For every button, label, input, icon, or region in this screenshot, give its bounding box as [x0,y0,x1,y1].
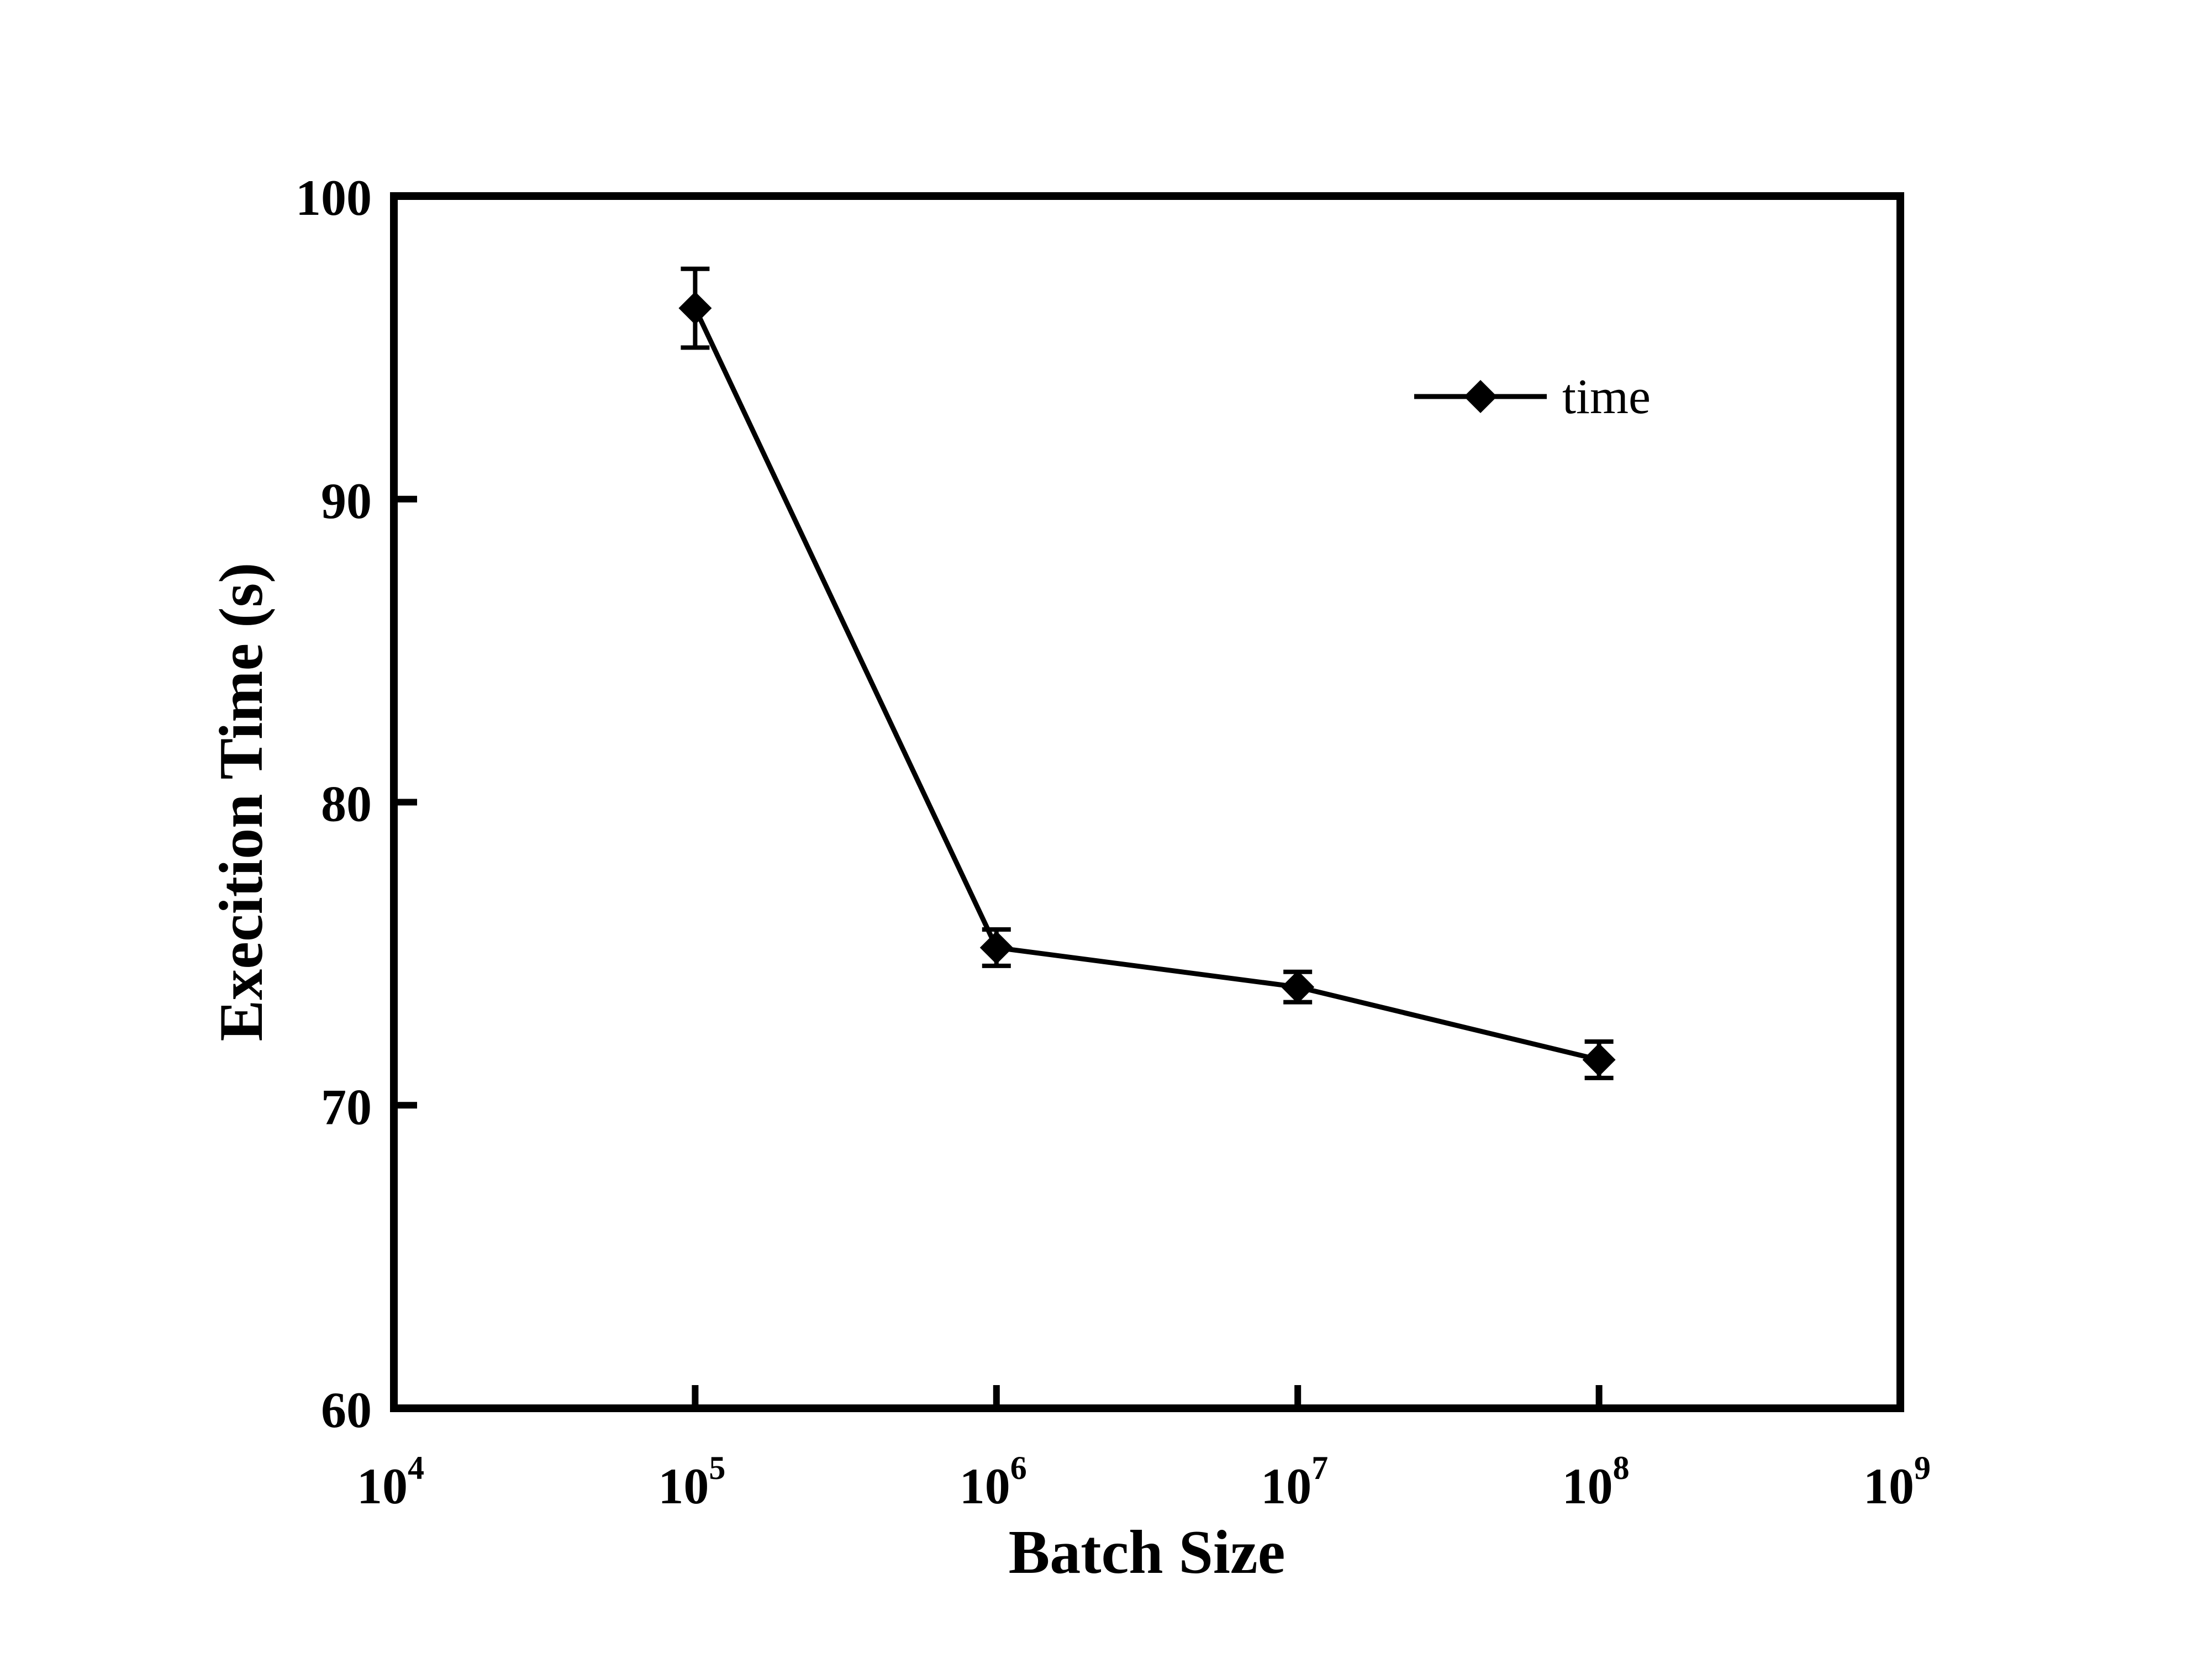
x-tick-label-exponent: 4 [408,1450,424,1486]
x-tick-label-exponent: 9 [1914,1450,1931,1486]
x-tick-label-base: 10 [960,1458,1010,1514]
x-tick-label: 107 [1261,1450,1328,1514]
x-tick-label-base: 10 [1863,1458,1914,1514]
x-axis-ticks: 104 105 106 107 108 109 [357,1385,1931,1514]
y-axis-title: Execition Time (s) [207,563,276,1042]
x-tick-label-exponent: 6 [1010,1450,1027,1486]
series-layer [678,266,1616,1080]
x-tick-label: 109 [1863,1450,1931,1514]
x-tick-label: 104 [357,1450,424,1514]
x-tick-label-exponent: 7 [1311,1450,1328,1486]
data-point-marker [1281,970,1315,1004]
y-tick-label: 80 [321,776,372,832]
y-tick-label: 70 [321,1079,372,1135]
y-tick-label: 60 [321,1382,372,1438]
legend-label: time [1562,369,1651,424]
plot-frame [390,192,1904,1412]
x-tick-label: 106 [960,1450,1027,1514]
series-line [693,307,1600,1063]
x-tick-label-base: 10 [357,1458,408,1514]
legend: time [1414,369,1651,424]
x-tick-label-base: 10 [1261,1458,1311,1514]
x-axis-title: Batch Size [1009,1518,1285,1587]
data-point-marker [678,292,712,325]
x-tick-label: 108 [1562,1450,1630,1514]
x-tick-label-exponent: 5 [709,1450,725,1486]
y-tick-label: 90 [321,473,372,529]
x-tick-label: 105 [658,1450,725,1514]
y-tick-label: 100 [296,170,372,226]
data-point-marker [979,931,1013,964]
legend-marker [1464,380,1497,413]
y-axis-ticks: 60 70 80 90 100 [296,170,417,1438]
x-tick-label-base: 10 [658,1458,709,1514]
data-point-marker [1582,1043,1616,1076]
x-tick-label-base: 10 [1562,1458,1613,1514]
x-tick-label-exponent: 8 [1613,1450,1630,1486]
